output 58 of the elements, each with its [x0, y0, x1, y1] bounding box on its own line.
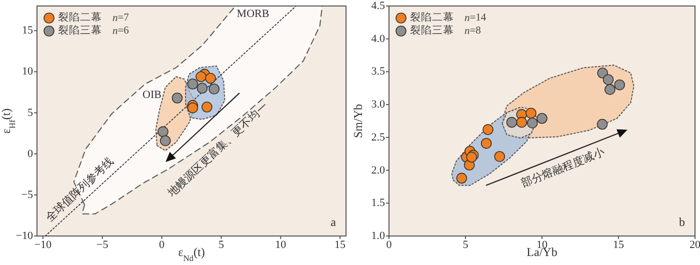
- point: [526, 118, 538, 128]
- point: [205, 72, 216, 84]
- y-tick-label: 3.0: [371, 98, 386, 111]
- point: [160, 135, 171, 146]
- y-tick-label: 1.0: [371, 230, 386, 242]
- point: [158, 126, 168, 138]
- annotation: OIB: [142, 89, 162, 101]
- legend-label: 裂陷二幕 n=7: [58, 10, 129, 24]
- x-tick-label: −5: [96, 239, 109, 251]
- y-tick-label: 4.0: [371, 32, 386, 45]
- x-tick-label: 15: [613, 239, 624, 251]
- y-tick-label: −10: [16, 230, 34, 242]
- y-tick-label: 2.0: [371, 164, 386, 176]
- point: [614, 79, 625, 90]
- point: [480, 138, 492, 149]
- y-tick-label: 15: [22, 24, 34, 37]
- point: [482, 124, 494, 135]
- y-tick-label: 3.5: [371, 66, 386, 78]
- annotation: 地幔源区更富集、更不均一: [164, 100, 270, 200]
- legend-label: 裂陷二幕 n=14: [410, 10, 487, 24]
- x-tick-label: 5: [462, 239, 469, 251]
- point: [604, 84, 616, 95]
- point: [187, 78, 198, 90]
- point: [208, 84, 220, 94]
- point: [196, 82, 208, 94]
- y-tick-label: −5: [21, 188, 34, 201]
- y-tick-label: 5: [28, 106, 34, 119]
- point: [187, 102, 198, 114]
- point: [202, 102, 212, 112]
- x-tick-label: 10: [275, 239, 287, 251]
- point: [602, 74, 614, 85]
- annotation: b: [679, 215, 685, 229]
- annotation: MORB: [236, 8, 270, 20]
- y-tick-label: 0: [28, 148, 34, 160]
- point: [494, 151, 506, 162]
- point: [172, 92, 183, 104]
- y-axis-title: Sm/Yb: [351, 104, 365, 138]
- x-tick-label: 0: [159, 239, 166, 251]
- point: [456, 172, 468, 184]
- y-tick-label: 2.5: [371, 131, 386, 144]
- point: [597, 68, 608, 78]
- point: [596, 118, 608, 130]
- x-tick-label: 15: [334, 239, 346, 251]
- x-tick-label: 5: [218, 239, 224, 251]
- y-tick-label: 4.5: [371, 0, 386, 12]
- x-tick-label: 20: [690, 239, 700, 251]
- y-tick-label: 1.5: [371, 197, 386, 210]
- annotation: a: [330, 215, 337, 229]
- point: [196, 71, 206, 82]
- legend-label: 裂陷三幕 n=6: [58, 24, 129, 36]
- point: [506, 116, 518, 128]
- annotation: 全球值阵列参考线: [43, 154, 116, 224]
- legend-label: 裂陷三幕 n=8: [410, 24, 481, 36]
- x-axis-title: ε$_{Nd}$(t): [178, 245, 205, 262]
- annotation: 部分熔融程度减小: [519, 145, 606, 190]
- y-tick-label: 10: [22, 66, 34, 78]
- point: [526, 108, 536, 119]
- point: [536, 112, 548, 124]
